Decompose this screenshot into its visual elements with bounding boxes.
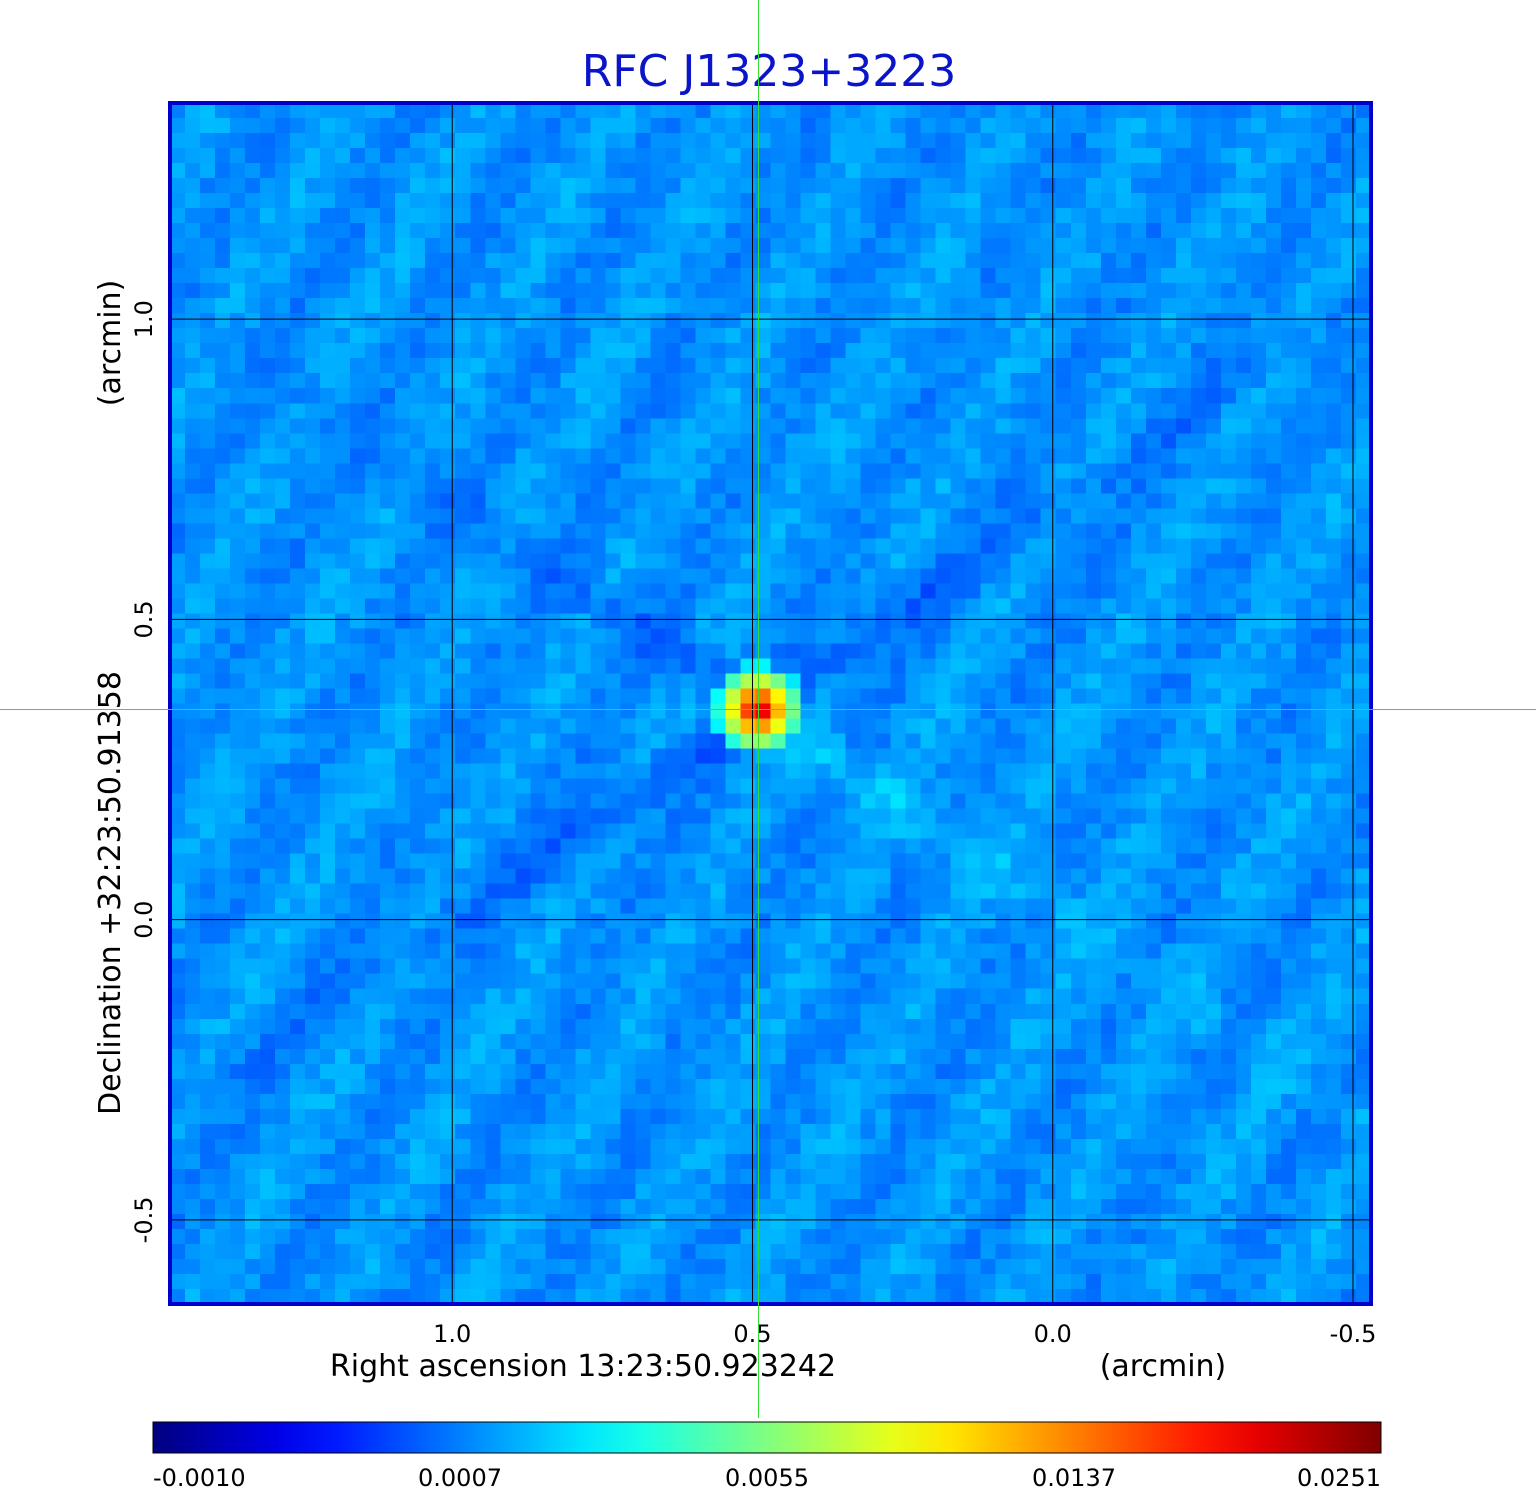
x-tick-label: 1.0 — [433, 1320, 471, 1348]
y-tick-label: 0.5 — [130, 600, 158, 638]
y-tick-label: 1.0 — [130, 300, 158, 338]
colorbar-gradient — [152, 1421, 1382, 1454]
x-axis-unit: (arcmin) — [1100, 1349, 1227, 1384]
x-tick-label: 0.5 — [733, 1320, 771, 1348]
colorbar-tick-labels: -0.0010 0.0007 0.0055 0.0137 0.0251 — [153, 1464, 1381, 1492]
plot-area — [168, 101, 1373, 1306]
x-tick-labels: 1.0 0.5 0.0 -0.5 — [433, 1320, 1376, 1348]
x-tick-label: -0.5 — [1330, 1320, 1377, 1348]
crosshair — [0, 0, 1536, 1418]
intensity-image — [170, 103, 1371, 1304]
plot-frame — [168, 101, 1373, 1306]
colorbar: -0.0010 0.0007 0.0055 0.0137 0.0251 — [152, 1421, 1382, 1492]
coordinate-grid — [170, 103, 1371, 1304]
x-axis-label: Right ascension 13:23:50.923242 — [330, 1349, 836, 1384]
y-tick-label: -0.5 — [130, 1197, 158, 1244]
colorbar-tick-label: 0.0137 — [1032, 1464, 1116, 1492]
y-tick-label: 0.0 — [130, 901, 158, 939]
colorbar-tick-label: -0.0010 — [153, 1464, 246, 1492]
colorbar-tick-label: 0.0251 — [1297, 1464, 1381, 1492]
chart-title: RFC J1323+3223 — [582, 46, 956, 97]
y-tick-labels: 1.0 0.5 0.0 -0.5 — [130, 300, 158, 1243]
colorbar-tick-label: 0.0007 — [418, 1464, 502, 1492]
x-tick-label: 0.0 — [1034, 1320, 1072, 1348]
y-axis-unit: (arcmin) — [93, 280, 128, 407]
colorbar-tick-label: 0.0055 — [725, 1464, 809, 1492]
y-axis-label: Declination +32:23:50.91358 — [93, 671, 128, 1115]
